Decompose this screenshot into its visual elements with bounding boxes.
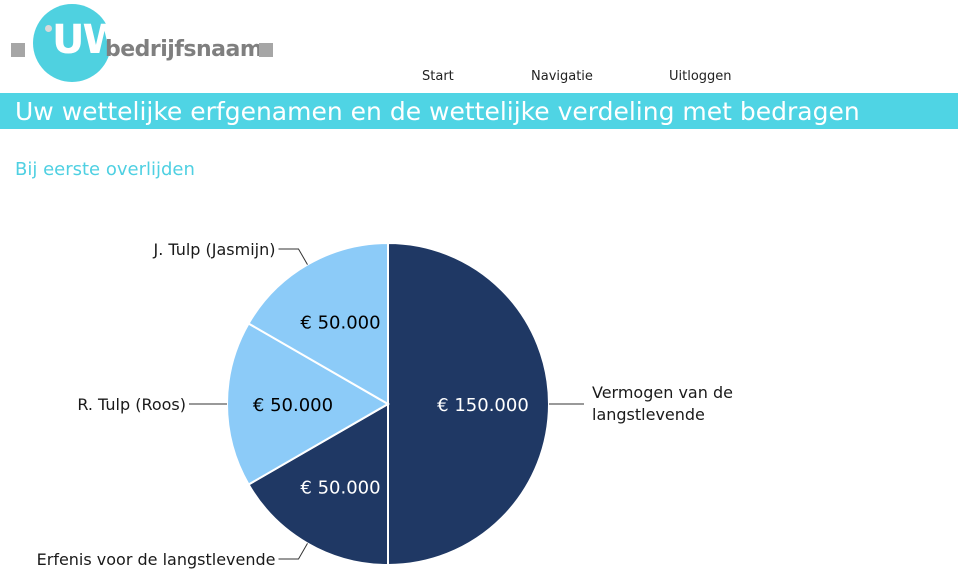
- logo-company-name: bedrijfsnaam: [105, 37, 263, 62]
- section-subtitle: Bij eerste overlijden: [15, 159, 195, 180]
- pie-slice-r-tulp-roos[interactable]: [226, 322, 390, 486]
- pie-slice-j-tulp-jasmijn[interactable]: [247, 241, 389, 406]
- slice-category-label: J. Tulp (Jasmijn): [152, 240, 275, 259]
- logo-square-left: [11, 43, 25, 57]
- slice-value-label: € 50.000: [300, 313, 380, 334]
- page-title: Uw wettelijke erfgenamen en de wettelijk…: [15, 97, 860, 126]
- logo-mark: UW: [52, 17, 127, 63]
- slice-category-label: Erfenis voor de langstlevende: [37, 550, 276, 569]
- title-banner: Uw wettelijke erfgenamen en de wettelijk…: [0, 93, 958, 129]
- nav-navigatie[interactable]: Navigatie: [531, 69, 593, 84]
- company-logo: UW bedrijfsnaam: [0, 0, 300, 90]
- nav-start[interactable]: Start: [422, 69, 454, 84]
- slice-category-label: Vermogen van de langstlevende: [592, 383, 733, 424]
- slice-value-label: € 50.000: [300, 477, 380, 498]
- logo-dot: [45, 25, 52, 32]
- logo-circle: [33, 4, 111, 82]
- pie-slice-erfenis-voor-de-langstlevende[interactable]: [247, 402, 389, 567]
- slice-category-label: R. Tulp (Roos): [77, 395, 186, 414]
- slice-value-label: € 50.000: [253, 395, 333, 416]
- leader-line: [278, 543, 308, 560]
- slice-value-label: € 150.000: [437, 395, 529, 416]
- nav-uitloggen[interactable]: Uitloggen: [669, 69, 732, 84]
- leader-line: [278, 248, 308, 265]
- logo-square-right: [259, 43, 273, 57]
